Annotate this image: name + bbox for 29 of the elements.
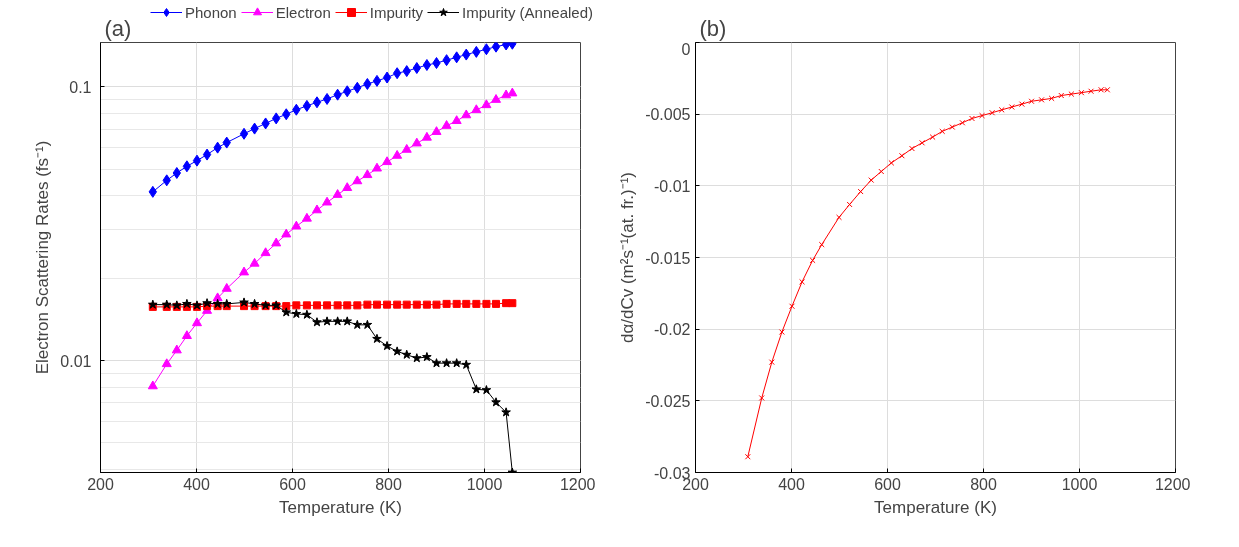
x-tick-label: 400 [778,475,805,493]
x-axis-title: Temperature (K) [874,497,997,517]
y-tick-label: -0.02 [654,321,691,339]
x-tick-label: 1200 [559,475,596,493]
x-tick-label: 400 [183,475,210,493]
legend-label: Phonon [185,3,237,21]
y-tick-label: -0.005 [645,106,691,124]
y-tick-label: 0.1 [69,78,92,96]
x-tick-label: 600 [874,475,901,493]
text: (b) [699,15,727,41]
x-tick-label: 1000 [1061,475,1098,493]
y-tick-label: 0.01 [60,352,92,370]
x-tick-label: 1200 [1154,475,1191,493]
x-tick-label: 600 [279,475,306,493]
x-tick-label: 200 [87,475,114,493]
y-tick-label: -0.025 [645,392,691,410]
legend-label: Impurity [369,3,424,21]
y-axis-title: Electron Scattering Rates (fs⁻¹) [33,140,53,375]
x-tick-label: 800 [970,475,997,493]
y-tick-label: -0.01 [654,177,691,195]
y-axis-title: dα/dCv (m²s⁻¹(at. fr.)⁻¹) [618,171,638,344]
x-axis-title: Temperature (K) [279,497,402,517]
x-tick-label: 800 [375,475,402,493]
y-tick-label: -0.015 [645,249,691,267]
legend-label: Impurity (Annealed) [462,3,593,21]
legend-label: Electron [275,3,331,21]
x-tick-label: 1000 [466,475,503,493]
text: (a) [104,15,132,41]
y-tick-label: 0 [681,40,691,58]
